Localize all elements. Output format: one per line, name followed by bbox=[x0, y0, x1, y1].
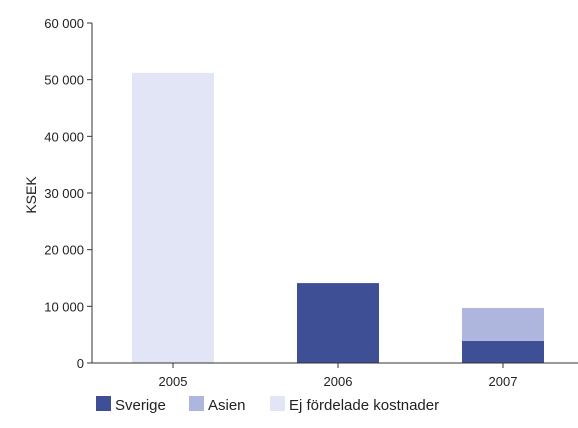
y-tick-label: 40 000 bbox=[44, 129, 84, 144]
y-tick-label: 30 000 bbox=[44, 186, 84, 201]
y-tick-label: 20 000 bbox=[44, 243, 84, 258]
x-tick-label: 2007 bbox=[489, 374, 518, 389]
legend-label: Sverige bbox=[115, 397, 166, 414]
y-tick-label: 10 000 bbox=[44, 299, 84, 314]
x-tick-label: 2006 bbox=[324, 374, 353, 389]
y-axis-ticks: 0 10 000 20 000 30 000 40 000 50 000 60 000 bbox=[44, 16, 92, 371]
bar-2007-asien bbox=[462, 308, 544, 341]
legend-swatch bbox=[96, 396, 111, 411]
legend-swatch bbox=[189, 396, 204, 411]
x-tick-label: 2005 bbox=[159, 374, 188, 389]
legend-label: Ej fördelade kostnader bbox=[289, 397, 439, 414]
legend-swatch bbox=[270, 396, 285, 411]
legend-label: Asien bbox=[208, 397, 246, 414]
legend-item: Sverige bbox=[96, 396, 166, 414]
bar-2005-ej-fördelade-kostnader bbox=[132, 72, 214, 363]
bar-2007-sverige bbox=[462, 340, 544, 363]
y-tick-label: 50 000 bbox=[44, 73, 84, 88]
y-tick-label: 60 000 bbox=[44, 16, 84, 31]
x-axis-ticks: 2005 2006 2007 bbox=[159, 363, 518, 389]
bar-2006-sverige bbox=[297, 283, 379, 363]
legend: Sverige Asien Ej fördelade kostnader bbox=[96, 396, 439, 414]
legend-item: Ej fördelade kostnader bbox=[270, 396, 439, 414]
y-tick-label: 0 bbox=[77, 356, 84, 371]
legend-item: Asien bbox=[189, 396, 246, 414]
y-axis-title: KSEK bbox=[23, 176, 39, 214]
bars-layer bbox=[132, 72, 544, 363]
